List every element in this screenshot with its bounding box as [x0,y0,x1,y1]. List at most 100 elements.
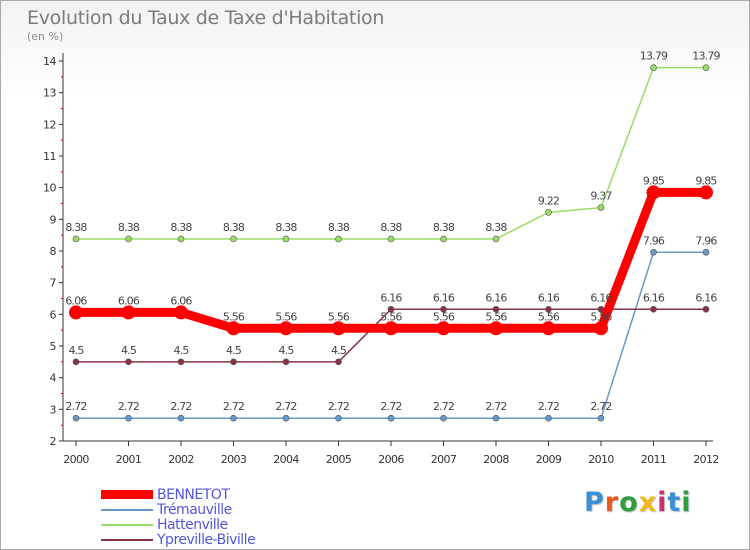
data-point [335,414,342,422]
data-label: 2.72 [328,400,349,413]
data-point [440,414,447,422]
legend-swatch [101,523,153,526]
legend-label: Hattenville [157,516,228,533]
data-label: 9.85 [695,174,717,187]
data-point [279,321,293,336]
x-tick-label: 2007 [431,453,457,466]
data-point [121,305,136,320]
data-point [230,414,237,422]
data-label: 5.56 [590,310,612,323]
data-point [702,305,710,313]
data-point [125,414,132,422]
data-point [646,185,661,200]
legend: BENNETOT Trémauville Hattenville Ypreville-… [101,486,256,548]
data-label: 2.72 [223,400,244,413]
data-point [387,414,395,422]
chart-title: Evolution du Taux de Taxe d'Habitation [27,7,385,29]
x-tick-label: 2004 [273,453,299,466]
legend-swatch [101,508,153,511]
data-point [335,235,342,243]
logo-letter: r [604,487,620,518]
legend-item: BENNETOT [101,486,255,503]
proxiti-logo: Proxiti [584,487,692,518]
data-point [331,321,346,336]
y-tick-label: 12 [43,118,56,131]
data-label: 6.06 [118,294,140,307]
x-tick-label: 2002 [168,453,194,466]
y-tick-label: 5 [50,340,57,353]
data-label: 7.96 [695,234,717,247]
logo-letter: o [619,487,639,518]
legend-swatch [101,538,153,541]
y-tick-label: 14 [43,55,56,68]
y-tick-label: 11 [43,150,56,163]
data-label: 5.56 [538,310,560,323]
data-label: 2.72 [538,400,559,413]
data-point [541,321,556,336]
y-tick-label: 8 [50,245,57,258]
legend-label: Trémauville [157,501,232,518]
data-label: 8.38 [223,221,245,234]
data-point [489,321,503,336]
data-label: 2.72 [65,400,86,413]
x-tick-label: 2000 [63,453,89,466]
data-point [226,321,241,336]
data-point [440,235,447,243]
data-point [125,358,132,366]
x-tick-label: 2005 [326,453,352,466]
data-label: 9.22 [538,194,559,207]
series-line-Hattenville [75,66,707,240]
data-label: 13.79 [692,50,720,63]
legend-label: Ypreville-Biville [157,531,256,548]
legend-swatch [101,490,153,499]
data-label: 8.38 [118,221,140,234]
data-label: 9.37 [590,190,612,203]
data-point [230,235,237,243]
data-label: 5.56 [380,310,402,323]
data-point [597,414,605,422]
x-tick-label: 2008 [483,453,509,466]
data-point [72,235,80,243]
data-point [387,305,395,313]
data-label: 2.72 [118,400,139,413]
y-tick-label: 13 [43,87,56,100]
data-point [492,414,500,422]
data-point [282,358,290,366]
data-label: 5.56 [275,310,297,323]
data-label: 4.5 [278,344,294,357]
data-point [282,235,290,243]
x-tick-label: 2003 [221,453,247,466]
logo-letter: P [584,487,605,518]
data-point [177,235,185,243]
data-label: 8.38 [433,221,455,234]
data-label: 5.56 [328,310,350,323]
data-point [69,305,83,320]
data-point [436,321,451,336]
data-point [594,321,608,336]
data-point [230,358,237,366]
data-label: 9.85 [643,174,665,187]
data-point [650,248,657,256]
data-point [72,414,80,422]
x-tick-label: 2010 [588,453,614,466]
data-point [177,358,185,366]
logo-letter: i [657,487,668,518]
data-label: 6.06 [170,294,192,307]
data-label: 5.56 [433,310,455,323]
data-label: 8.38 [170,221,192,234]
logo-letter: x [638,487,658,518]
logo-letter: t [667,487,682,518]
x-tick-label: 2011 [641,453,667,466]
y-tick-label: 7 [50,277,57,290]
data-point [177,414,185,422]
legend-label: BENNETOT [157,486,230,503]
data-label: 6.16 [643,291,665,304]
data-point [699,185,713,200]
data-point [597,204,605,211]
data-label: 2.72 [485,400,506,413]
data-point [492,235,500,243]
data-label: 13.79 [640,50,668,63]
data-label: 8.38 [65,221,87,234]
